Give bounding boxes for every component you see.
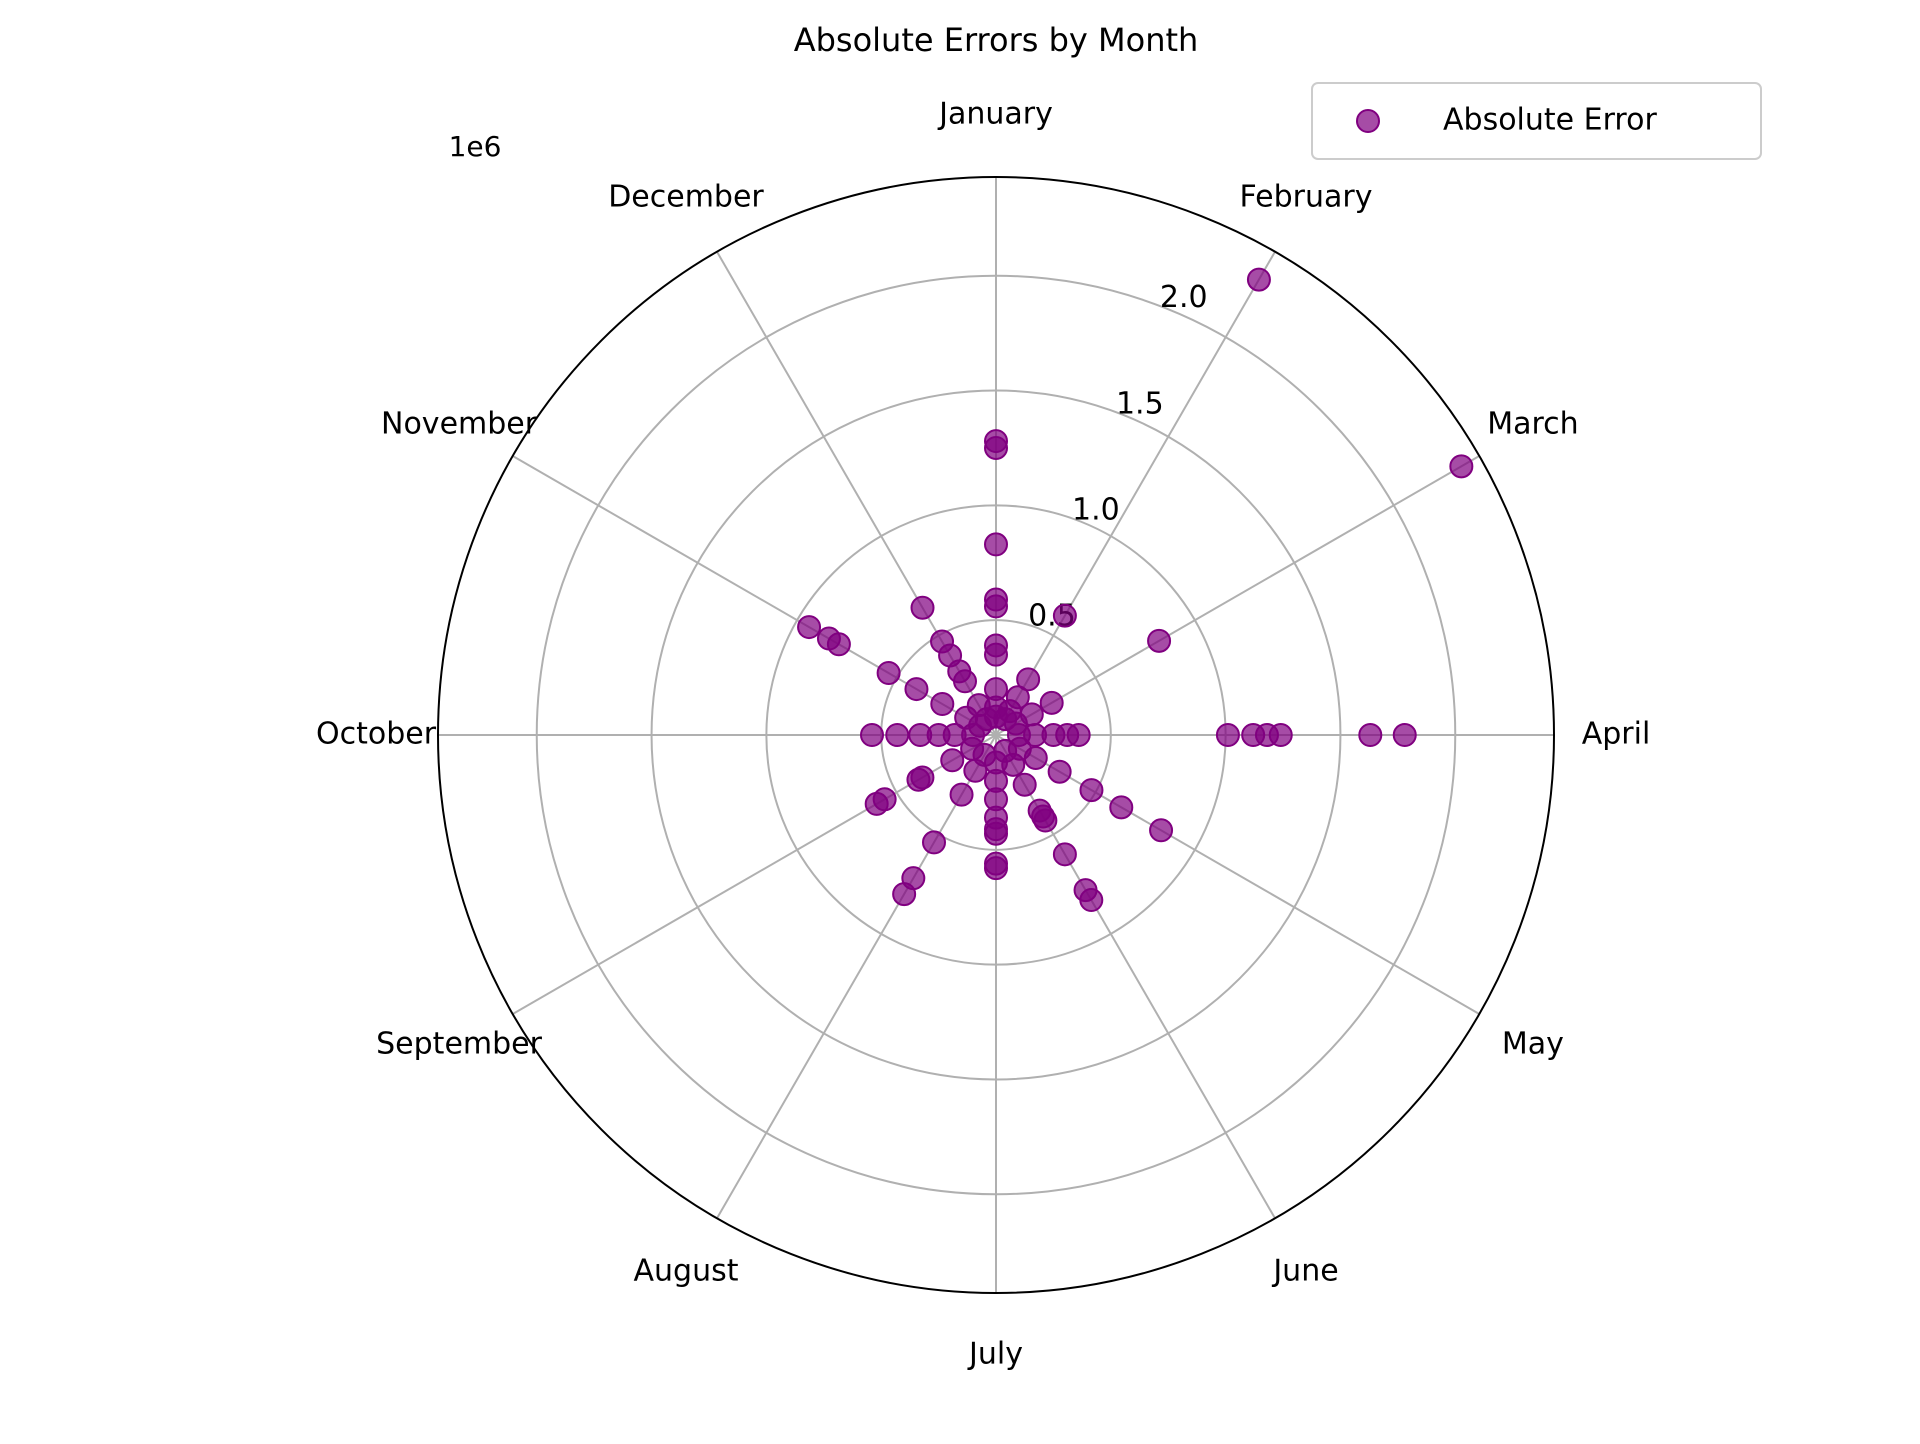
data-point [1027,798,1052,823]
grid-spoke [716,734,997,1219]
data-point [904,677,929,702]
data-point [1109,795,1134,820]
data-point [984,851,1008,876]
data-point [984,532,1008,557]
legend: Absolute Error [1311,82,1762,160]
data-point [1052,842,1077,867]
legend-marker [1356,109,1380,133]
angular-tick-label: June [1271,1253,1338,1288]
data-point [953,669,977,694]
data-point [984,642,1008,667]
r-tick-label: 1.0 [1072,492,1120,527]
angular-tick-label: August [634,1253,739,1288]
legend-label: Absolute Error [1443,103,1657,138]
data-point [1147,628,1172,653]
data-point [1052,603,1077,628]
r-tick-label: 1.5 [1116,386,1164,421]
data-point [910,595,935,620]
data-point [1012,772,1037,797]
data-point [984,435,1008,460]
angular-tick-label: January [937,97,1053,132]
chart-title: Absolute Errors by Month [794,21,1199,59]
grid-spoke [995,251,1276,736]
angular-tick-label: September [376,1027,542,1062]
data-point [940,748,965,773]
r-tick-label: 2.0 [1160,280,1208,315]
data-point [1241,723,1266,747]
angular-tick-label: February [1240,180,1373,215]
angular-tick-label: March [1487,407,1578,442]
data-point [1016,667,1041,692]
offset-label: 1e6 [449,130,502,163]
data-point [1392,723,1417,747]
data-point [876,661,901,685]
grid-spoke [995,455,1480,736]
data-point [1449,454,1474,479]
polar-frame [437,176,1555,1294]
data-point [1149,818,1174,843]
data-point [1047,759,1072,784]
data-point [922,830,946,855]
data-point [797,615,822,640]
data-point [930,692,955,716]
data-point [885,723,910,747]
angular-tick-label: July [967,1337,1023,1372]
angular-tick-label: October [316,717,437,752]
data-point [901,866,926,891]
grid-spoke [995,734,1480,1015]
angular-tick-label: May [1502,1027,1564,1062]
data-point [826,632,851,657]
data-point [949,782,974,807]
data-point [860,723,884,747]
data-point [1215,723,1240,747]
data-point [872,787,897,812]
angular-tick-label: December [608,180,764,215]
data-point [1246,267,1271,292]
angular-tick-label: November [381,407,538,442]
data-point [1358,723,1383,747]
data-point [974,707,999,732]
data-point [910,765,935,790]
data-point [1039,690,1064,715]
angular-tick-label: April [1582,717,1651,752]
data-point [1073,878,1098,903]
data-point [1079,778,1104,803]
data-point [984,594,1008,619]
legend-box [1311,82,1762,160]
